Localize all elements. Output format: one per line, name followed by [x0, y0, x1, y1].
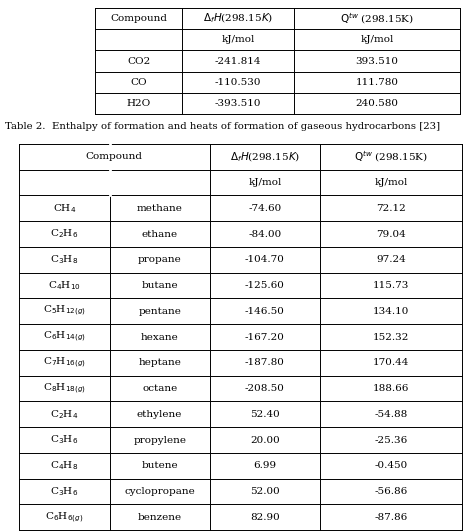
Text: C$_4$H$_{10}$: C$_4$H$_{10}$	[48, 279, 81, 292]
Text: ethylene: ethylene	[137, 410, 182, 419]
Text: -125.60: -125.60	[245, 281, 285, 290]
Text: 393.510: 393.510	[356, 57, 398, 65]
Text: butene: butene	[141, 461, 178, 470]
Text: C$_6$H$_{14(g)}$: C$_6$H$_{14(g)}$	[43, 330, 86, 344]
Text: CH$_4$: CH$_4$	[53, 202, 76, 215]
Text: C$_7$H$_{16(g)}$: C$_7$H$_{16(g)}$	[43, 356, 86, 370]
Text: 134.10: 134.10	[373, 307, 410, 316]
Text: -84.00: -84.00	[248, 229, 282, 238]
Text: 82.90: 82.90	[250, 513, 280, 522]
Text: 20.00: 20.00	[250, 435, 280, 444]
Text: 79.04: 79.04	[376, 229, 406, 238]
Text: 240.580: 240.580	[356, 99, 398, 108]
Text: pentane: pentane	[138, 307, 181, 316]
Text: -25.36: -25.36	[374, 435, 408, 444]
Text: C$_8$H$_{18(g)}$: C$_8$H$_{18(g)}$	[43, 381, 86, 396]
Text: C$_6$H$_{6(g)}$: C$_6$H$_{6(g)}$	[45, 510, 83, 525]
Text: -146.50: -146.50	[245, 307, 285, 316]
Text: -187.80: -187.80	[245, 358, 285, 367]
Text: propylene: propylene	[133, 435, 186, 444]
Text: C$_5$H$_{12(g)}$: C$_5$H$_{12(g)}$	[43, 304, 86, 319]
Text: C$_2$H$_4$: C$_2$H$_4$	[50, 408, 79, 421]
Text: -0.450: -0.450	[374, 461, 408, 470]
Text: 152.32: 152.32	[373, 332, 410, 341]
Text: kJ/mol: kJ/mol	[360, 36, 393, 44]
Text: $\mathrm{Q}^{tw}$ (298.15K): $\mathrm{Q}^{tw}$ (298.15K)	[354, 149, 428, 164]
Text: -393.510: -393.510	[215, 99, 262, 108]
Text: 111.780: 111.780	[356, 78, 398, 87]
Text: 52.40: 52.40	[250, 410, 280, 419]
Text: Table 2.  Enthalpy of formation and heats of formation of gaseous hydrocarbons [: Table 2. Enthalpy of formation and heats…	[5, 123, 440, 131]
Text: -110.530: -110.530	[215, 78, 262, 87]
Text: CO: CO	[130, 78, 147, 87]
Text: -104.70: -104.70	[245, 255, 285, 264]
Text: 72.12: 72.12	[376, 204, 406, 213]
Text: C$_2$H$_6$: C$_2$H$_6$	[50, 228, 79, 241]
Text: kJ/mol: kJ/mol	[248, 178, 282, 187]
Text: butane: butane	[141, 281, 178, 290]
Text: Compound: Compound	[110, 14, 167, 23]
Text: -74.60: -74.60	[248, 204, 282, 213]
Text: octane: octane	[142, 384, 177, 393]
Text: kJ/mol: kJ/mol	[374, 178, 408, 187]
Text: $\mathrm{Q}^{tw}$ (298.15K): $\mathrm{Q}^{tw}$ (298.15K)	[340, 11, 414, 26]
Text: -87.86: -87.86	[374, 513, 408, 522]
Text: 52.00: 52.00	[250, 487, 280, 496]
Text: -208.50: -208.50	[245, 384, 285, 393]
Text: 188.66: 188.66	[373, 384, 410, 393]
Text: -56.86: -56.86	[374, 487, 408, 496]
Text: H2O: H2O	[127, 99, 151, 108]
Text: -241.814: -241.814	[215, 57, 262, 65]
Text: CO2: CO2	[127, 57, 150, 65]
Text: C$_3$H$_8$: C$_3$H$_8$	[50, 253, 79, 266]
Text: C$_3$H$_6$: C$_3$H$_6$	[50, 434, 79, 447]
Text: $\Delta_f H$(298.15$K$): $\Delta_f H$(298.15$K$)	[230, 150, 300, 164]
Text: benzene: benzene	[137, 513, 182, 522]
Text: 170.44: 170.44	[373, 358, 410, 367]
Text: -54.88: -54.88	[374, 410, 408, 419]
Text: Compound: Compound	[86, 152, 143, 161]
Text: 6.99: 6.99	[254, 461, 276, 470]
Text: methane: methane	[137, 204, 182, 213]
Text: 115.73: 115.73	[373, 281, 410, 290]
Text: cyclopropane: cyclopropane	[124, 487, 195, 496]
Text: 97.24: 97.24	[376, 255, 406, 264]
Text: propane: propane	[138, 255, 182, 264]
Text: hexane: hexane	[141, 332, 179, 341]
Text: kJ/mol: kJ/mol	[221, 36, 255, 44]
Text: -167.20: -167.20	[245, 332, 285, 341]
Text: C$_3$H$_6$: C$_3$H$_6$	[50, 485, 79, 498]
Text: C$_4$H$_8$: C$_4$H$_8$	[50, 459, 79, 472]
Text: $\Delta_f H$(298.15$K$): $\Delta_f H$(298.15$K$)	[203, 12, 273, 25]
Text: heptane: heptane	[138, 358, 181, 367]
Text: ethane: ethane	[142, 229, 178, 238]
